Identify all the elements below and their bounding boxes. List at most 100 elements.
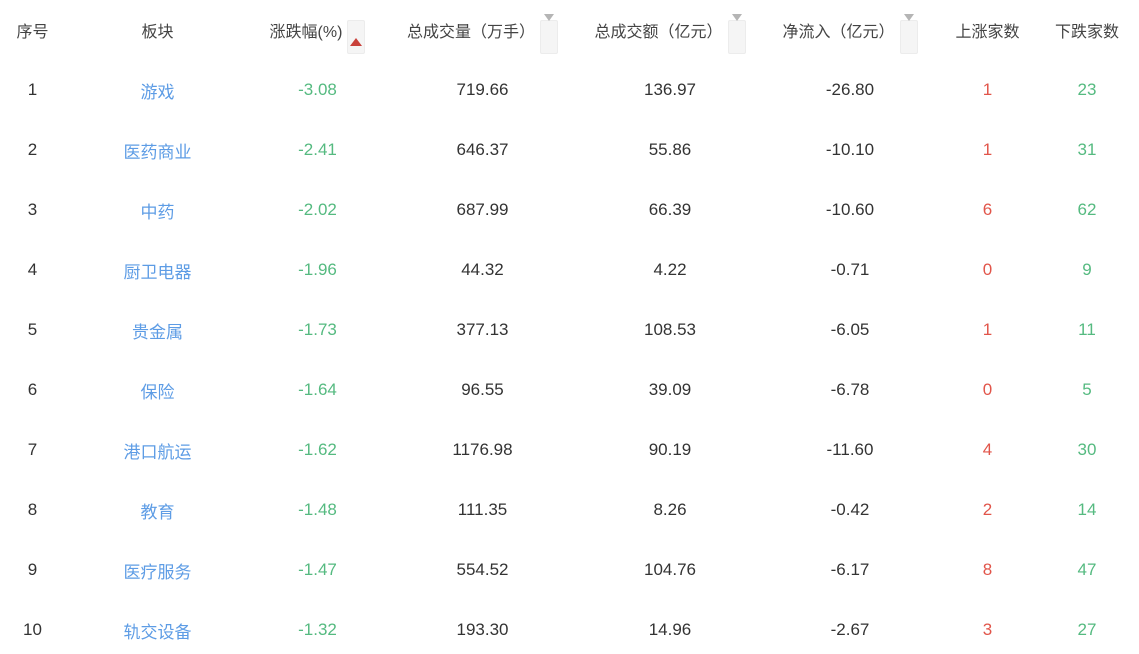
column-header-net-inflow[interactable]: 净流入（亿元）	[760, 0, 940, 60]
change-percent: -1.47	[298, 560, 337, 579]
sector-link[interactable]: 医药商业	[123, 142, 192, 162]
losers-count: 14	[1077, 500, 1097, 519]
row-index: 1	[27, 80, 38, 99]
sector-link[interactable]: 游戏	[140, 82, 175, 102]
net-inflow: -0.42	[830, 500, 870, 519]
total-turnover: 108.53	[644, 320, 696, 339]
column-header-index-label: 序号	[16, 24, 49, 41]
total-volume: 44.32	[461, 260, 504, 279]
total-volume: 1176.98	[452, 440, 513, 459]
net-inflow: -0.71	[830, 260, 870, 279]
row-index: 3	[27, 200, 38, 219]
column-header-losers: 下跌家数	[1035, 0, 1139, 60]
table-header: 序号 板块 涨跌幅(%) 总成交量（万手） 总成交额（亿元） 净流入（亿元） 上…	[0, 0, 1139, 60]
change-percent: -1.62	[298, 440, 337, 459]
row-index: 5	[27, 320, 38, 339]
table-row: 8 教育 -1.48 111.35 8.26 -0.42 2 14	[0, 480, 1139, 540]
table-row: 9 医疗服务 -1.47 554.52 104.76 -6.17 8 47	[0, 540, 1139, 600]
net-inflow: -6.05	[830, 320, 870, 339]
total-volume: 719.66	[456, 80, 509, 99]
gainers-count: 8	[982, 560, 993, 579]
gainers-count: 0	[982, 380, 993, 399]
sector-link[interactable]: 贵金属	[132, 322, 183, 342]
net-inflow: -6.17	[830, 560, 870, 579]
losers-count: 9	[1082, 260, 1092, 279]
gainers-count: 2	[982, 500, 993, 519]
gainers-count: 1	[982, 140, 993, 159]
sort-asc-red-icon[interactable]	[347, 20, 366, 54]
sector-link[interactable]: 厨卫电器	[123, 262, 192, 282]
total-turnover: 14.96	[648, 620, 692, 639]
sector-link[interactable]: 港口航运	[123, 442, 192, 462]
column-header-gainers: 上涨家数	[940, 0, 1035, 60]
losers-count: 5	[1082, 380, 1092, 399]
column-header-losers-label: 下跌家数	[1054, 24, 1119, 41]
net-inflow: -10.10	[825, 140, 875, 159]
gainers-count: 6	[982, 200, 993, 219]
row-index: 4	[27, 260, 38, 279]
total-volume: 554.52	[456, 560, 509, 579]
losers-count: 11	[1078, 320, 1096, 339]
gainers-count: 3	[982, 620, 993, 639]
total-volume: 111.35	[457, 500, 508, 519]
table-row: 7 港口航运 -1.62 1176.98 90.19 -11.60 4 30	[0, 420, 1139, 480]
total-volume: 687.99	[456, 200, 509, 219]
table-row: 1 游戏 -3.08 719.66 136.97 -26.80 1 23	[0, 60, 1139, 120]
sector-link[interactable]: 保险	[140, 382, 175, 402]
table-row: 3 中药 -2.02 687.99 66.39 -10.60 6 62	[0, 180, 1139, 240]
total-volume: 646.37	[456, 140, 509, 159]
table-row: 4 厨卫电器 -1.96 44.32 4.22 -0.71 0 9	[0, 240, 1139, 300]
sort-desc-gray-icon[interactable]	[727, 14, 746, 54]
table-row: 5 贵金属 -1.73 377.13 108.53 -6.05 1 11	[0, 300, 1139, 360]
sort-desc-gray-icon[interactable]	[899, 14, 918, 54]
row-index: 8	[27, 500, 38, 519]
losers-count: 27	[1077, 620, 1097, 639]
down-triangle-icon	[544, 14, 554, 38]
table-row: 2 医药商业 -2.41 646.37 55.86 -10.10 1 31	[0, 120, 1139, 180]
column-header-gainers-label: 上涨家数	[955, 24, 1020, 41]
up-triangle-icon	[350, 21, 363, 46]
table-row: 6 保险 -1.64 96.55 39.09 -6.78 0 5	[0, 360, 1139, 420]
column-header-change-percent-label: 涨跌幅(%)	[269, 24, 343, 41]
total-turnover: 90.19	[648, 440, 692, 459]
gainers-count: 1	[982, 320, 993, 339]
net-inflow: -10.60	[825, 200, 875, 219]
net-inflow: -2.67	[830, 620, 870, 639]
total-turnover: 66.39	[648, 200, 692, 219]
column-header-total-turnover-label: 总成交额（亿元）	[594, 24, 723, 41]
down-triangle-icon	[903, 14, 914, 38]
sector-link[interactable]: 中药	[140, 202, 175, 222]
change-percent: -1.73	[298, 320, 337, 339]
column-header-sector-label: 板块	[141, 24, 174, 41]
losers-count: 31	[1077, 140, 1097, 159]
sector-link[interactable]: 医疗服务	[123, 562, 192, 582]
row-index: 7	[27, 440, 38, 459]
change-percent: -1.64	[298, 380, 337, 399]
net-inflow: -6.78	[830, 380, 870, 399]
sector-link[interactable]: 轨交设备	[123, 622, 192, 642]
total-turnover: 39.09	[648, 380, 692, 399]
total-turnover: 104.76	[644, 560, 696, 579]
column-header-index: 序号	[0, 0, 65, 60]
row-index: 9	[27, 560, 38, 579]
total-turnover: 8.26	[653, 500, 687, 519]
column-header-total-volume-label: 总成交量（万手）	[406, 24, 535, 41]
change-percent: -1.48	[298, 500, 337, 519]
column-header-total-volume[interactable]: 总成交量（万手）	[385, 0, 580, 60]
row-index: 6	[27, 380, 38, 399]
change-percent: -2.41	[298, 140, 337, 159]
sort-desc-gray-icon[interactable]	[540, 14, 558, 54]
total-turnover: 136.97	[644, 80, 696, 99]
total-turnover: 55.86	[648, 140, 692, 159]
total-volume: 377.13	[456, 320, 509, 339]
total-turnover: 4.22	[653, 260, 687, 279]
row-index: 2	[27, 140, 38, 159]
losers-count: 30	[1077, 440, 1097, 459]
sector-link[interactable]: 教育	[140, 502, 175, 522]
column-header-total-turnover[interactable]: 总成交额（亿元）	[580, 0, 760, 60]
column-header-sector: 板块	[65, 0, 250, 60]
change-percent: -2.02	[298, 200, 337, 219]
table-row: 10 轨交设备 -1.32 193.30 14.96 -2.67 3 27	[0, 600, 1139, 654]
column-header-change-percent[interactable]: 涨跌幅(%)	[250, 0, 385, 60]
